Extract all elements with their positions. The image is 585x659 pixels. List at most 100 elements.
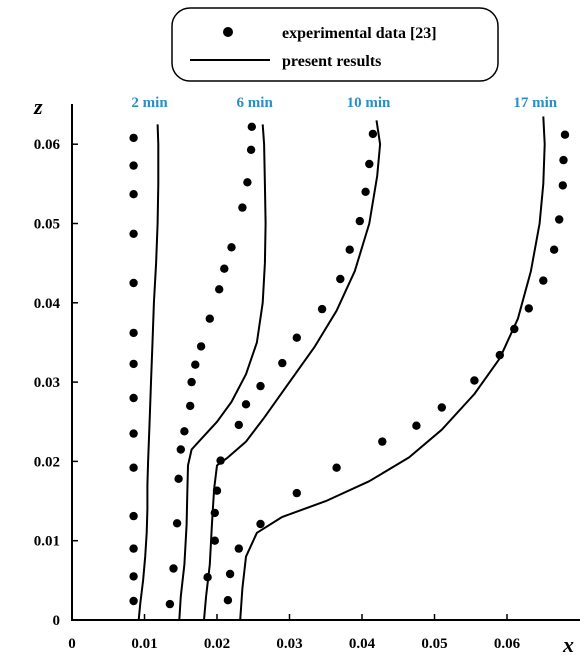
data-point-0-12 xyxy=(129,161,138,170)
data-point-1-4 xyxy=(176,445,185,454)
data-point-3-18 xyxy=(560,130,570,139)
data-point-0-6 xyxy=(129,393,138,403)
data-point-3-1 xyxy=(225,569,235,579)
series-label-2: 10 min xyxy=(347,95,391,111)
legend: experimental data [23] present results xyxy=(171,7,499,82)
data-point-3-17 xyxy=(559,155,568,165)
data-point-1-9 xyxy=(196,342,206,351)
data-point-1-11 xyxy=(215,285,224,294)
data-point-2-8 xyxy=(278,358,287,368)
plot-area: 2 min 6 min 10 min 17 min xyxy=(129,95,570,621)
legend-label-experimental: experimental data [23] xyxy=(282,25,437,42)
data-point-3-12 xyxy=(524,304,533,313)
series-6-min: 6 min xyxy=(165,95,274,621)
data-point-0-4 xyxy=(129,463,138,472)
series-label-3: 17 min xyxy=(513,95,557,111)
y-tick-label-0: 0 xyxy=(53,613,61,629)
data-point-1-6 xyxy=(186,401,195,411)
data-point-1-0 xyxy=(165,599,175,609)
data-point-2-15 xyxy=(365,159,374,169)
data-point-3-11 xyxy=(510,324,519,334)
data-point-2-7 xyxy=(256,381,265,391)
ticks: 0 0.01 0.02 0.03 0.04 0.05 0.06 0 0.01 0.02 0.03 0.… xyxy=(34,137,521,652)
data-point-2-16 xyxy=(368,129,378,139)
data-point-1-3 xyxy=(174,474,183,483)
y-tick-label-2: 0.02 xyxy=(34,454,60,470)
data-point-0-10 xyxy=(129,229,138,238)
x-tick-label-0: 0 xyxy=(68,636,76,652)
data-point-1-17 xyxy=(247,122,256,131)
data-point-1-16 xyxy=(246,145,256,154)
x-tick-label-3: 0.03 xyxy=(276,636,302,652)
legend-label-present: present results xyxy=(282,53,381,70)
data-point-0-2 xyxy=(129,544,138,553)
legend-dot-marker xyxy=(223,27,233,37)
data-point-2-4 xyxy=(216,456,225,465)
data-point-3-0 xyxy=(223,596,233,605)
data-point-1-12 xyxy=(220,264,229,273)
data-point-3-6 xyxy=(378,437,387,446)
y-tick-label-3: 0.03 xyxy=(34,375,60,391)
data-point-3-4 xyxy=(292,488,301,498)
data-point-3-8 xyxy=(437,403,446,412)
data-point-0-3 xyxy=(129,511,138,521)
x-axis-title: x xyxy=(562,632,574,657)
series-line-3 xyxy=(239,116,546,621)
y-axis-title: z xyxy=(33,94,43,119)
x-tick-label-4: 0.04 xyxy=(349,636,376,652)
y-tick-label-6: 0.06 xyxy=(34,137,61,153)
data-point-0-8 xyxy=(129,328,138,338)
data-point-3-3 xyxy=(256,519,265,529)
data-point-2-2 xyxy=(210,508,219,518)
data-point-2-13 xyxy=(355,216,364,226)
data-point-3-14 xyxy=(549,245,559,254)
series-line-0 xyxy=(137,124,160,621)
data-point-3-16 xyxy=(558,181,567,190)
y-tick-label-5: 0.05 xyxy=(34,217,60,233)
data-point-0-11 xyxy=(129,190,138,199)
y-tick-label-1: 0.01 xyxy=(34,534,60,550)
data-point-1-15 xyxy=(243,178,252,187)
series-17-min: 17 min xyxy=(223,95,570,621)
data-point-2-14 xyxy=(361,187,370,196)
data-point-0-1 xyxy=(129,572,138,581)
data-point-2-11 xyxy=(336,274,345,284)
axes xyxy=(71,104,580,621)
data-point-1-7 xyxy=(187,377,196,387)
x-tick-label-2: 0.02 xyxy=(204,636,230,652)
data-point-2-12 xyxy=(345,245,354,254)
data-point-1-14 xyxy=(238,203,247,212)
data-point-0-13 xyxy=(129,133,138,143)
y-tick-label-4: 0.04 xyxy=(34,296,61,312)
data-point-0-7 xyxy=(129,359,138,369)
legend-box xyxy=(171,7,499,82)
data-point-1-8 xyxy=(191,360,200,369)
data-point-2-5 xyxy=(234,420,243,430)
data-point-2-0 xyxy=(203,573,212,582)
x-tick-label-5: 0.05 xyxy=(421,636,447,652)
data-point-3-9 xyxy=(470,376,479,385)
series-label-0: 2 min xyxy=(131,95,168,111)
data-point-0-9 xyxy=(129,278,138,288)
data-point-0-5 xyxy=(129,429,138,438)
data-point-1-2 xyxy=(172,519,182,528)
x-tick-label-1: 0.01 xyxy=(131,636,157,652)
data-point-2-1 xyxy=(210,536,219,545)
data-point-2-6 xyxy=(241,400,251,409)
series-line-2 xyxy=(203,120,382,621)
data-point-2-3 xyxy=(212,486,222,495)
data-point-3-10 xyxy=(495,350,504,360)
series-label-1: 6 min xyxy=(237,95,274,111)
data-point-1-1 xyxy=(169,564,178,573)
data-point-3-7 xyxy=(412,421,421,430)
data-point-3-2 xyxy=(234,544,243,553)
data-point-1-13 xyxy=(227,243,236,252)
data-point-2-9 xyxy=(292,333,301,342)
series-line-1 xyxy=(178,124,267,621)
x-tick-label-6: 0.06 xyxy=(494,636,521,652)
data-point-3-13 xyxy=(539,276,548,285)
data-point-1-5 xyxy=(180,427,189,436)
data-point-3-5 xyxy=(332,463,341,472)
data-point-2-10 xyxy=(317,304,327,314)
data-point-1-10 xyxy=(205,314,214,323)
